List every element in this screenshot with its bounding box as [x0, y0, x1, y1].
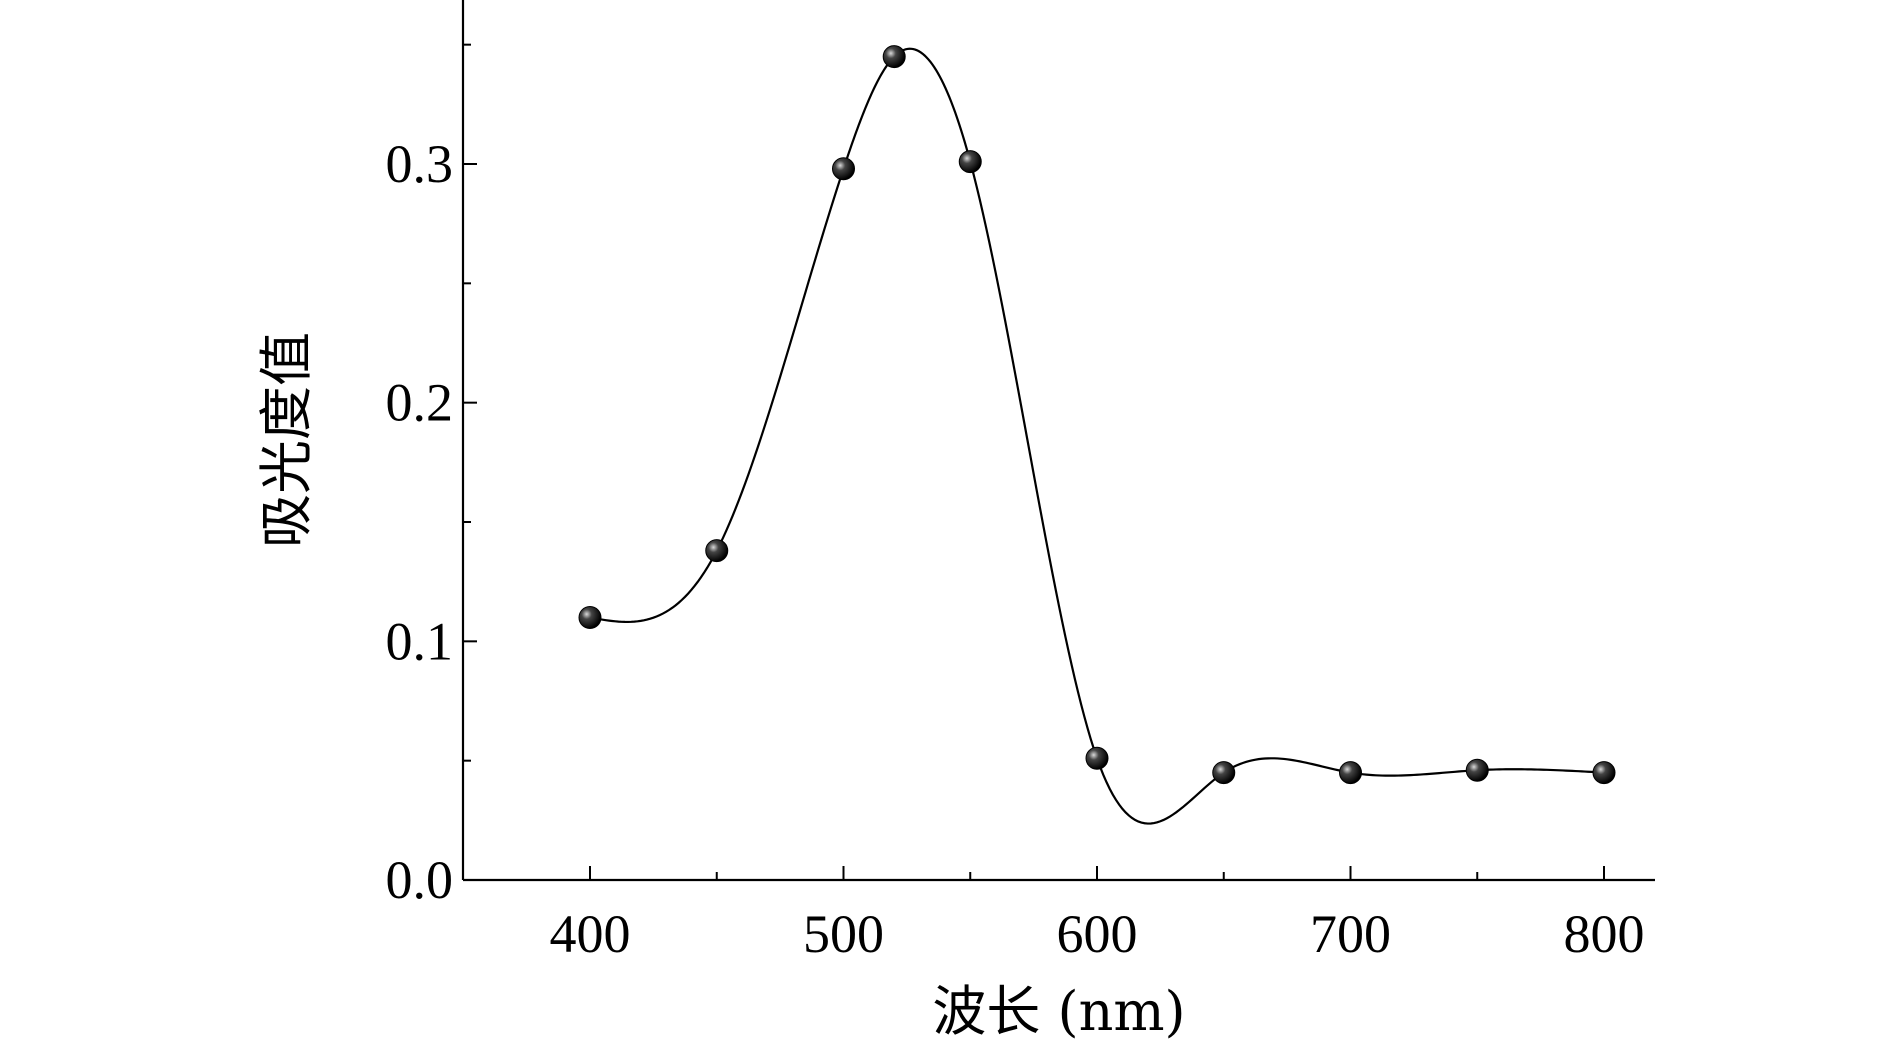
data-point: [578, 605, 602, 629]
data-point: [1085, 746, 1109, 770]
x-tick-label: 700: [1310, 904, 1391, 964]
y-tick-label: 0.0: [386, 850, 454, 910]
data-point: [1592, 761, 1616, 785]
data-point: [882, 45, 906, 69]
y-tick-label: 0.1: [386, 611, 454, 671]
x-tick-label: 400: [550, 904, 631, 964]
x-axis-title: 波长 (nm): [932, 980, 1185, 1043]
y-axis-title: 吸光度值: [255, 332, 318, 548]
y-ticks: 0.0 0.1 0.2 0.3: [386, 43, 477, 910]
data-points: [578, 45, 1616, 785]
fitted-curve: [589, 47, 1605, 825]
data-point: [705, 539, 729, 563]
x-tick-label: 500: [803, 904, 884, 964]
y-tick-label: 0.3: [386, 134, 454, 194]
y-tick-label: 0.2: [386, 373, 454, 433]
x-ticks: 400 500 600 700 800: [550, 866, 1645, 964]
x-tick-label: 800: [1564, 904, 1645, 964]
x-tick-label: 600: [1057, 904, 1138, 964]
data-point: [958, 150, 982, 174]
data-point: [1465, 758, 1489, 782]
data-point: [1212, 761, 1236, 785]
data-point: [1339, 761, 1362, 785]
data-point: [832, 157, 855, 181]
